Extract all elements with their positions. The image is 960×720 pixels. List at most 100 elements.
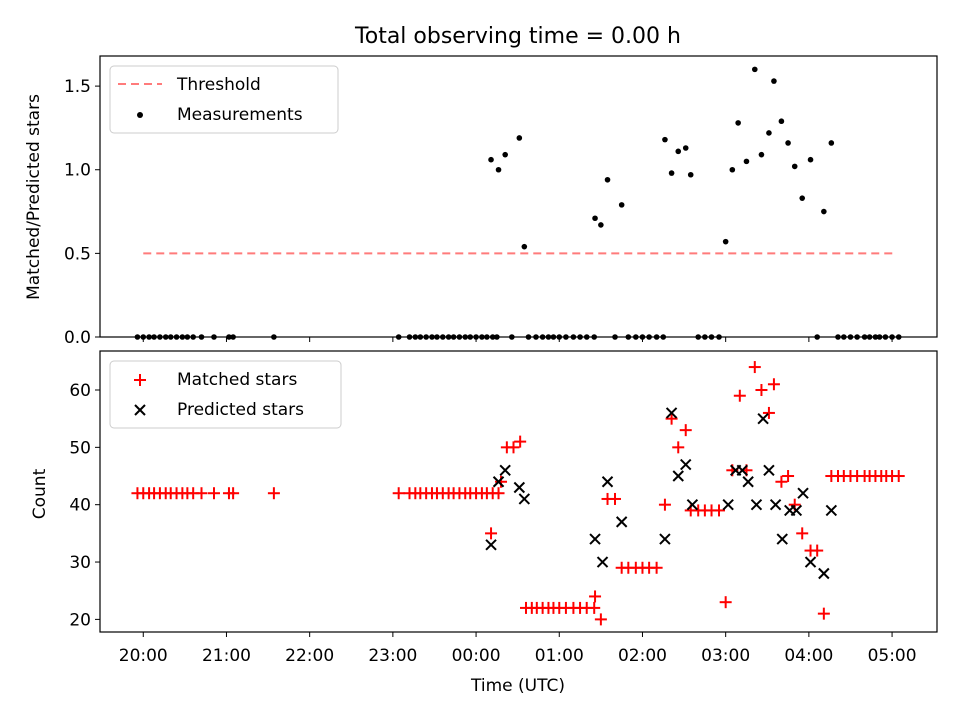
predicted-stars-point <box>742 476 754 488</box>
measurement-point <box>687 171 694 178</box>
ratio-ytick-label: 0.0 <box>64 328 91 348</box>
matched-stars-point <box>588 601 601 614</box>
matched-stars-point <box>589 590 602 603</box>
count-xtick-label: 00:00 <box>452 646 501 666</box>
matched-stars-point <box>755 383 768 396</box>
measurement-point <box>799 195 806 201</box>
matched-stars-point <box>796 527 809 540</box>
predicted-stars-point <box>615 516 628 528</box>
predicted-stars-point <box>750 498 763 511</box>
measurement-point <box>778 118 785 125</box>
predicted-stars-point <box>659 533 671 545</box>
predicted-stars-point <box>790 504 803 517</box>
predicted-stars-point <box>818 567 830 580</box>
predicted-stars-point <box>825 504 838 517</box>
matched-stars-point <box>811 544 824 557</box>
predicted-stars-point <box>665 407 678 419</box>
threshold-legend-label: Threshold <box>176 75 261 95</box>
chart-title: Total observing time = 0.00 h <box>354 24 681 49</box>
matched-stars-point <box>650 561 663 574</box>
count-ytick-label: 30 <box>69 553 91 573</box>
matched-stars-point <box>719 596 732 609</box>
matched-stars-point <box>748 361 761 374</box>
predicted-stars-point <box>680 458 692 471</box>
measurement-point <box>604 176 611 183</box>
count-panel: 20 30 40 50 60 20:00 21:00 22:00 23:00 00:00 01:0… <box>30 350 938 696</box>
matched-stars-point <box>775 475 788 488</box>
matched-stars-point <box>594 613 607 626</box>
ratio-legend: Threshold Measurements <box>109 65 339 134</box>
matched-stars-point <box>713 504 726 517</box>
predicted-stars-point <box>596 556 609 568</box>
measurement-point <box>785 140 791 146</box>
predicted-stars-point <box>589 533 601 545</box>
matched-stars-point <box>495 475 508 488</box>
predicted-stars-point <box>797 487 809 499</box>
matched-stars-point <box>492 487 505 500</box>
measurements-legend-label: Measurements <box>177 105 303 125</box>
measurement-point <box>662 136 668 143</box>
measurement-point <box>821 208 827 215</box>
count-panel-frame <box>99 350 938 633</box>
matched-stars-point <box>267 487 280 500</box>
measurement-point <box>495 166 502 173</box>
matched-stars-point <box>767 378 780 391</box>
matched-stars-point <box>782 470 795 483</box>
count-xtick-label: 01:00 <box>535 646 584 666</box>
measurement-point <box>722 238 729 245</box>
predicted-stars-point <box>763 464 775 476</box>
matched-stars-point <box>892 470 905 483</box>
matched-stars-point <box>762 406 775 419</box>
count-xtick-label: 05:00 <box>868 646 917 666</box>
count-ytick-label: 50 <box>69 438 91 458</box>
ratio-panel-frame <box>99 55 938 338</box>
matched-stars-point <box>514 435 527 448</box>
predicted-stars-point <box>513 481 526 494</box>
matched-stars-point <box>392 487 405 500</box>
measurement-point <box>758 151 765 158</box>
matched-stars-point <box>207 487 220 500</box>
measurement-point <box>828 140 835 146</box>
measurements-legend-swatch <box>137 112 143 118</box>
measurement-point <box>675 148 682 155</box>
predicted-stars-point <box>601 476 614 488</box>
predicted-stars-point <box>769 498 782 511</box>
measurement-point <box>516 135 523 141</box>
measurement-point <box>502 151 508 158</box>
count-xtick-label: 03:00 <box>701 646 750 666</box>
count-xtick-label: 22:00 <box>285 646 334 666</box>
predicted-stars-point <box>518 493 531 505</box>
predicted-stars-point <box>492 476 505 488</box>
predicted-stars-point <box>722 498 734 511</box>
count-xtick-label: 04:00 <box>784 646 833 666</box>
predicted-stars-point <box>686 498 699 511</box>
predicted-stars-point <box>776 533 788 545</box>
measurement-point <box>729 166 736 173</box>
ratio-ylabel: Matched/Predicted stars <box>24 94 44 300</box>
predicted-legend-label: Predicted stars <box>177 400 304 420</box>
predicted-stars-point <box>804 556 817 568</box>
measurement-point <box>598 222 604 228</box>
matched-stars-point <box>485 527 498 540</box>
count-xlabel: Time (UTC) <box>470 676 565 696</box>
count-xtick-label: 20:00 <box>119 646 168 666</box>
ratio-ytick-label: 0.5 <box>64 244 91 264</box>
matched-stars-point <box>507 441 520 454</box>
count-ylabel: Count <box>30 468 50 519</box>
matched-stars-point <box>665 412 678 425</box>
ratio-ytick-label: 1.0 <box>64 161 91 181</box>
predicted-stars-point <box>485 539 497 551</box>
predicted-stars-point <box>672 470 684 482</box>
matched-stars-point <box>817 607 830 620</box>
count-xtick-label: 23:00 <box>368 646 417 666</box>
measurement-point <box>682 145 689 151</box>
measurement-point <box>668 170 675 176</box>
measurement-point <box>771 78 777 84</box>
predicted-stars-point <box>736 464 749 476</box>
count-ytick-label: 20 <box>69 610 91 630</box>
matched-stars-point <box>227 487 240 500</box>
measurement-point <box>618 202 625 208</box>
count-ytick-label: 40 <box>69 496 91 516</box>
count-legend: Matched stars Predicted stars <box>109 360 342 429</box>
measurement-point <box>743 158 750 165</box>
